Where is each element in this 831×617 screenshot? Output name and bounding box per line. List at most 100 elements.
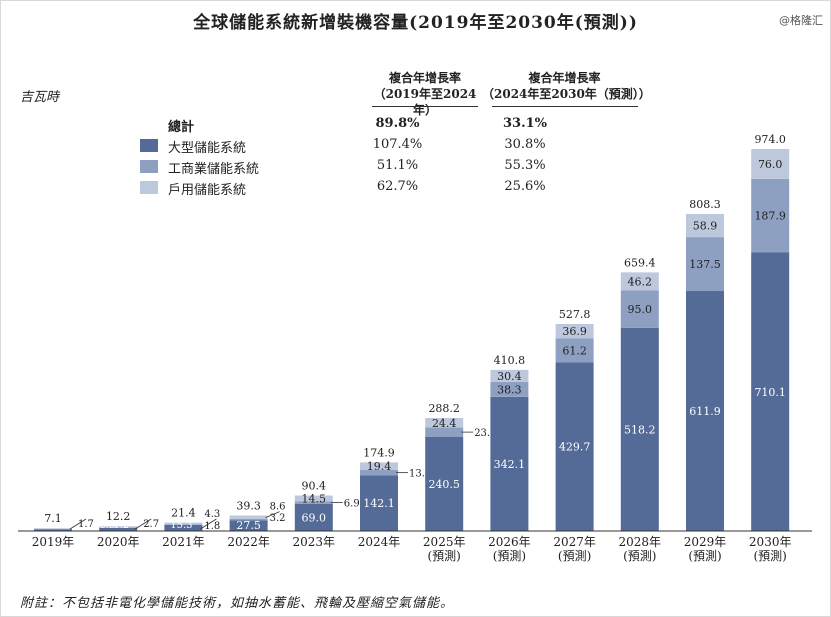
bar-segment-commercial bbox=[99, 527, 138, 528]
data-label-commercial: 1.8 bbox=[204, 521, 220, 532]
data-label-total: 410.8 bbox=[494, 354, 526, 367]
data-label-commercial: 13.4 bbox=[409, 469, 431, 480]
data-label-utility: 611.9 bbox=[689, 405, 721, 418]
x-tick-label: 2030年 bbox=[749, 535, 792, 549]
bar-segment-residential bbox=[34, 528, 72, 529]
data-label-utility: 142.1 bbox=[363, 497, 395, 510]
bar-segment-commercial bbox=[229, 518, 268, 521]
data-label-total: 659.4 bbox=[624, 256, 656, 269]
data-label-total: 39.3 bbox=[236, 500, 261, 513]
bar-segment-commercial bbox=[686, 237, 724, 292]
bar-segment-commercial bbox=[164, 524, 203, 525]
data-label-total: 527.8 bbox=[559, 308, 591, 321]
data-label-utility: 3.7 bbox=[34, 520, 50, 531]
data-label-utility: 429.7 bbox=[559, 441, 591, 454]
bar-segment-residential bbox=[490, 369, 529, 382]
cagr-header-line: （2024年至2030年（預測）） bbox=[482, 87, 651, 101]
bar-segment-residential bbox=[99, 526, 138, 528]
leader-line bbox=[200, 518, 217, 530]
bar-segment-utility bbox=[99, 527, 138, 531]
cagr-value: 33.1% bbox=[502, 116, 547, 131]
data-label-total: 974.0 bbox=[754, 133, 786, 146]
data-label-utility: 8.3 bbox=[99, 520, 115, 531]
cagr-value: 51.1% bbox=[376, 158, 419, 173]
data-label-commercial: 1.7 bbox=[48, 520, 64, 531]
x-tick-label: 2022年 bbox=[227, 535, 270, 549]
bar-segment-residential bbox=[751, 149, 790, 179]
x-tick-label: 2020年 bbox=[97, 535, 140, 549]
bar-segment-residential bbox=[425, 417, 464, 428]
x-tick-label: 2028年 bbox=[619, 535, 662, 549]
bar-segment-commercial bbox=[294, 501, 333, 504]
x-tick-label: (預測) bbox=[558, 549, 591, 563]
x-tick-label: 2019年 bbox=[32, 535, 75, 549]
watermark: @格隆汇 bbox=[779, 14, 823, 27]
bar-segment-utility bbox=[751, 252, 790, 531]
legend-swatch bbox=[140, 139, 158, 152]
data-label-commercial: 95.0 bbox=[628, 303, 653, 316]
legend-swatch bbox=[140, 181, 158, 194]
data-label-residential: 2.7 bbox=[143, 519, 159, 530]
bar-segment-commercial bbox=[34, 528, 72, 530]
chart-title: 全球儲能系統新增裝機容量(2019年至2030年(預測)) bbox=[193, 13, 638, 33]
data-label-commercial: 23.3 bbox=[474, 428, 496, 439]
bar-segment-commercial bbox=[490, 381, 529, 397]
data-label-utility: 710.1 bbox=[754, 386, 786, 399]
data-label-residential: 46.2 bbox=[628, 275, 653, 288]
x-tick-label: 2029年 bbox=[684, 535, 727, 549]
cagr-header-line: 複合年增長率 bbox=[388, 71, 461, 85]
cagr-value: 62.7% bbox=[376, 179, 419, 194]
leader-line bbox=[134, 518, 152, 530]
data-label-utility: 240.5 bbox=[428, 478, 460, 491]
x-tick-label: 2026年 bbox=[488, 535, 531, 549]
footnote: 附註：不包括非電化學儲能技術，如抽水蓄能、飛輪及壓縮空氣儲能。 bbox=[20, 596, 455, 611]
bar-segment-utility bbox=[360, 475, 398, 531]
legend-row-commercial: 工商業儲能系統 51.1% 55.3% bbox=[140, 158, 600, 177]
x-tick-label: (預測) bbox=[428, 549, 461, 563]
x-tick-label: 2023年 bbox=[293, 535, 336, 549]
cagr-header-2024-2030: 複合年增長率 （2024年至2030年（預測）） bbox=[482, 70, 651, 102]
x-tick-label: 2027年 bbox=[553, 535, 596, 549]
legend-swatch bbox=[140, 160, 158, 173]
data-label-commercial: 38.3 bbox=[497, 383, 522, 396]
cagr-header-line: 複合年增長率 bbox=[528, 71, 601, 85]
data-label-residential: 36.9 bbox=[562, 325, 587, 338]
data-label-commercial: 3.2 bbox=[270, 513, 286, 524]
bar-segment-residential bbox=[294, 495, 333, 502]
bar-segment-residential bbox=[360, 462, 398, 471]
legend-label: 大型儲能系統 bbox=[168, 141, 247, 156]
legend-row-utility: 大型儲能系統 107.4% 30.8% bbox=[140, 137, 600, 156]
data-label-commercial: 187.9 bbox=[754, 210, 786, 223]
data-label-residential: 24.4 bbox=[432, 417, 457, 430]
bar-segment-commercial bbox=[620, 290, 659, 328]
legend-row-residential: 戶用儲能系統 62.7% 25.6% bbox=[140, 179, 600, 198]
legend-label: 工商業儲能系統 bbox=[168, 162, 260, 177]
data-label-residential: 19.4 bbox=[367, 460, 392, 473]
x-tick-label: 2024年 bbox=[358, 535, 401, 549]
data-label-utility: 27.5 bbox=[236, 519, 261, 532]
data-label-residential: 76.0 bbox=[758, 158, 783, 171]
leader-line bbox=[69, 518, 87, 530]
cagr-value: 55.3% bbox=[504, 158, 546, 173]
data-label-utility: 342.1 bbox=[494, 458, 526, 471]
legend-label: 總計 bbox=[168, 120, 195, 135]
x-tick-label: (預測) bbox=[754, 549, 787, 563]
data-label-commercial: 137.5 bbox=[689, 258, 721, 271]
data-label-total: 90.4 bbox=[302, 480, 327, 493]
data-label-residential: 30.4 bbox=[497, 370, 522, 383]
bar-segment-commercial bbox=[360, 470, 398, 476]
data-label-total: 808.3 bbox=[689, 198, 721, 211]
cagr-value: 107.4% bbox=[372, 137, 423, 152]
y-axis-unit: 吉瓦時 bbox=[20, 90, 60, 105]
bar-segment-utility bbox=[34, 529, 72, 531]
data-label-residential: 58.9 bbox=[693, 220, 718, 233]
legend-label: 戶用儲能系統 bbox=[168, 183, 247, 198]
bar-segment-residential bbox=[164, 522, 203, 525]
bar-segment-commercial bbox=[555, 338, 594, 363]
bar-segment-utility bbox=[686, 291, 724, 531]
data-label-total: 288.2 bbox=[428, 402, 460, 415]
data-label-commercial: 61.2 bbox=[562, 344, 587, 357]
x-tick-label: 2025年 bbox=[423, 535, 466, 549]
cagr-value: 25.6% bbox=[504, 179, 546, 194]
